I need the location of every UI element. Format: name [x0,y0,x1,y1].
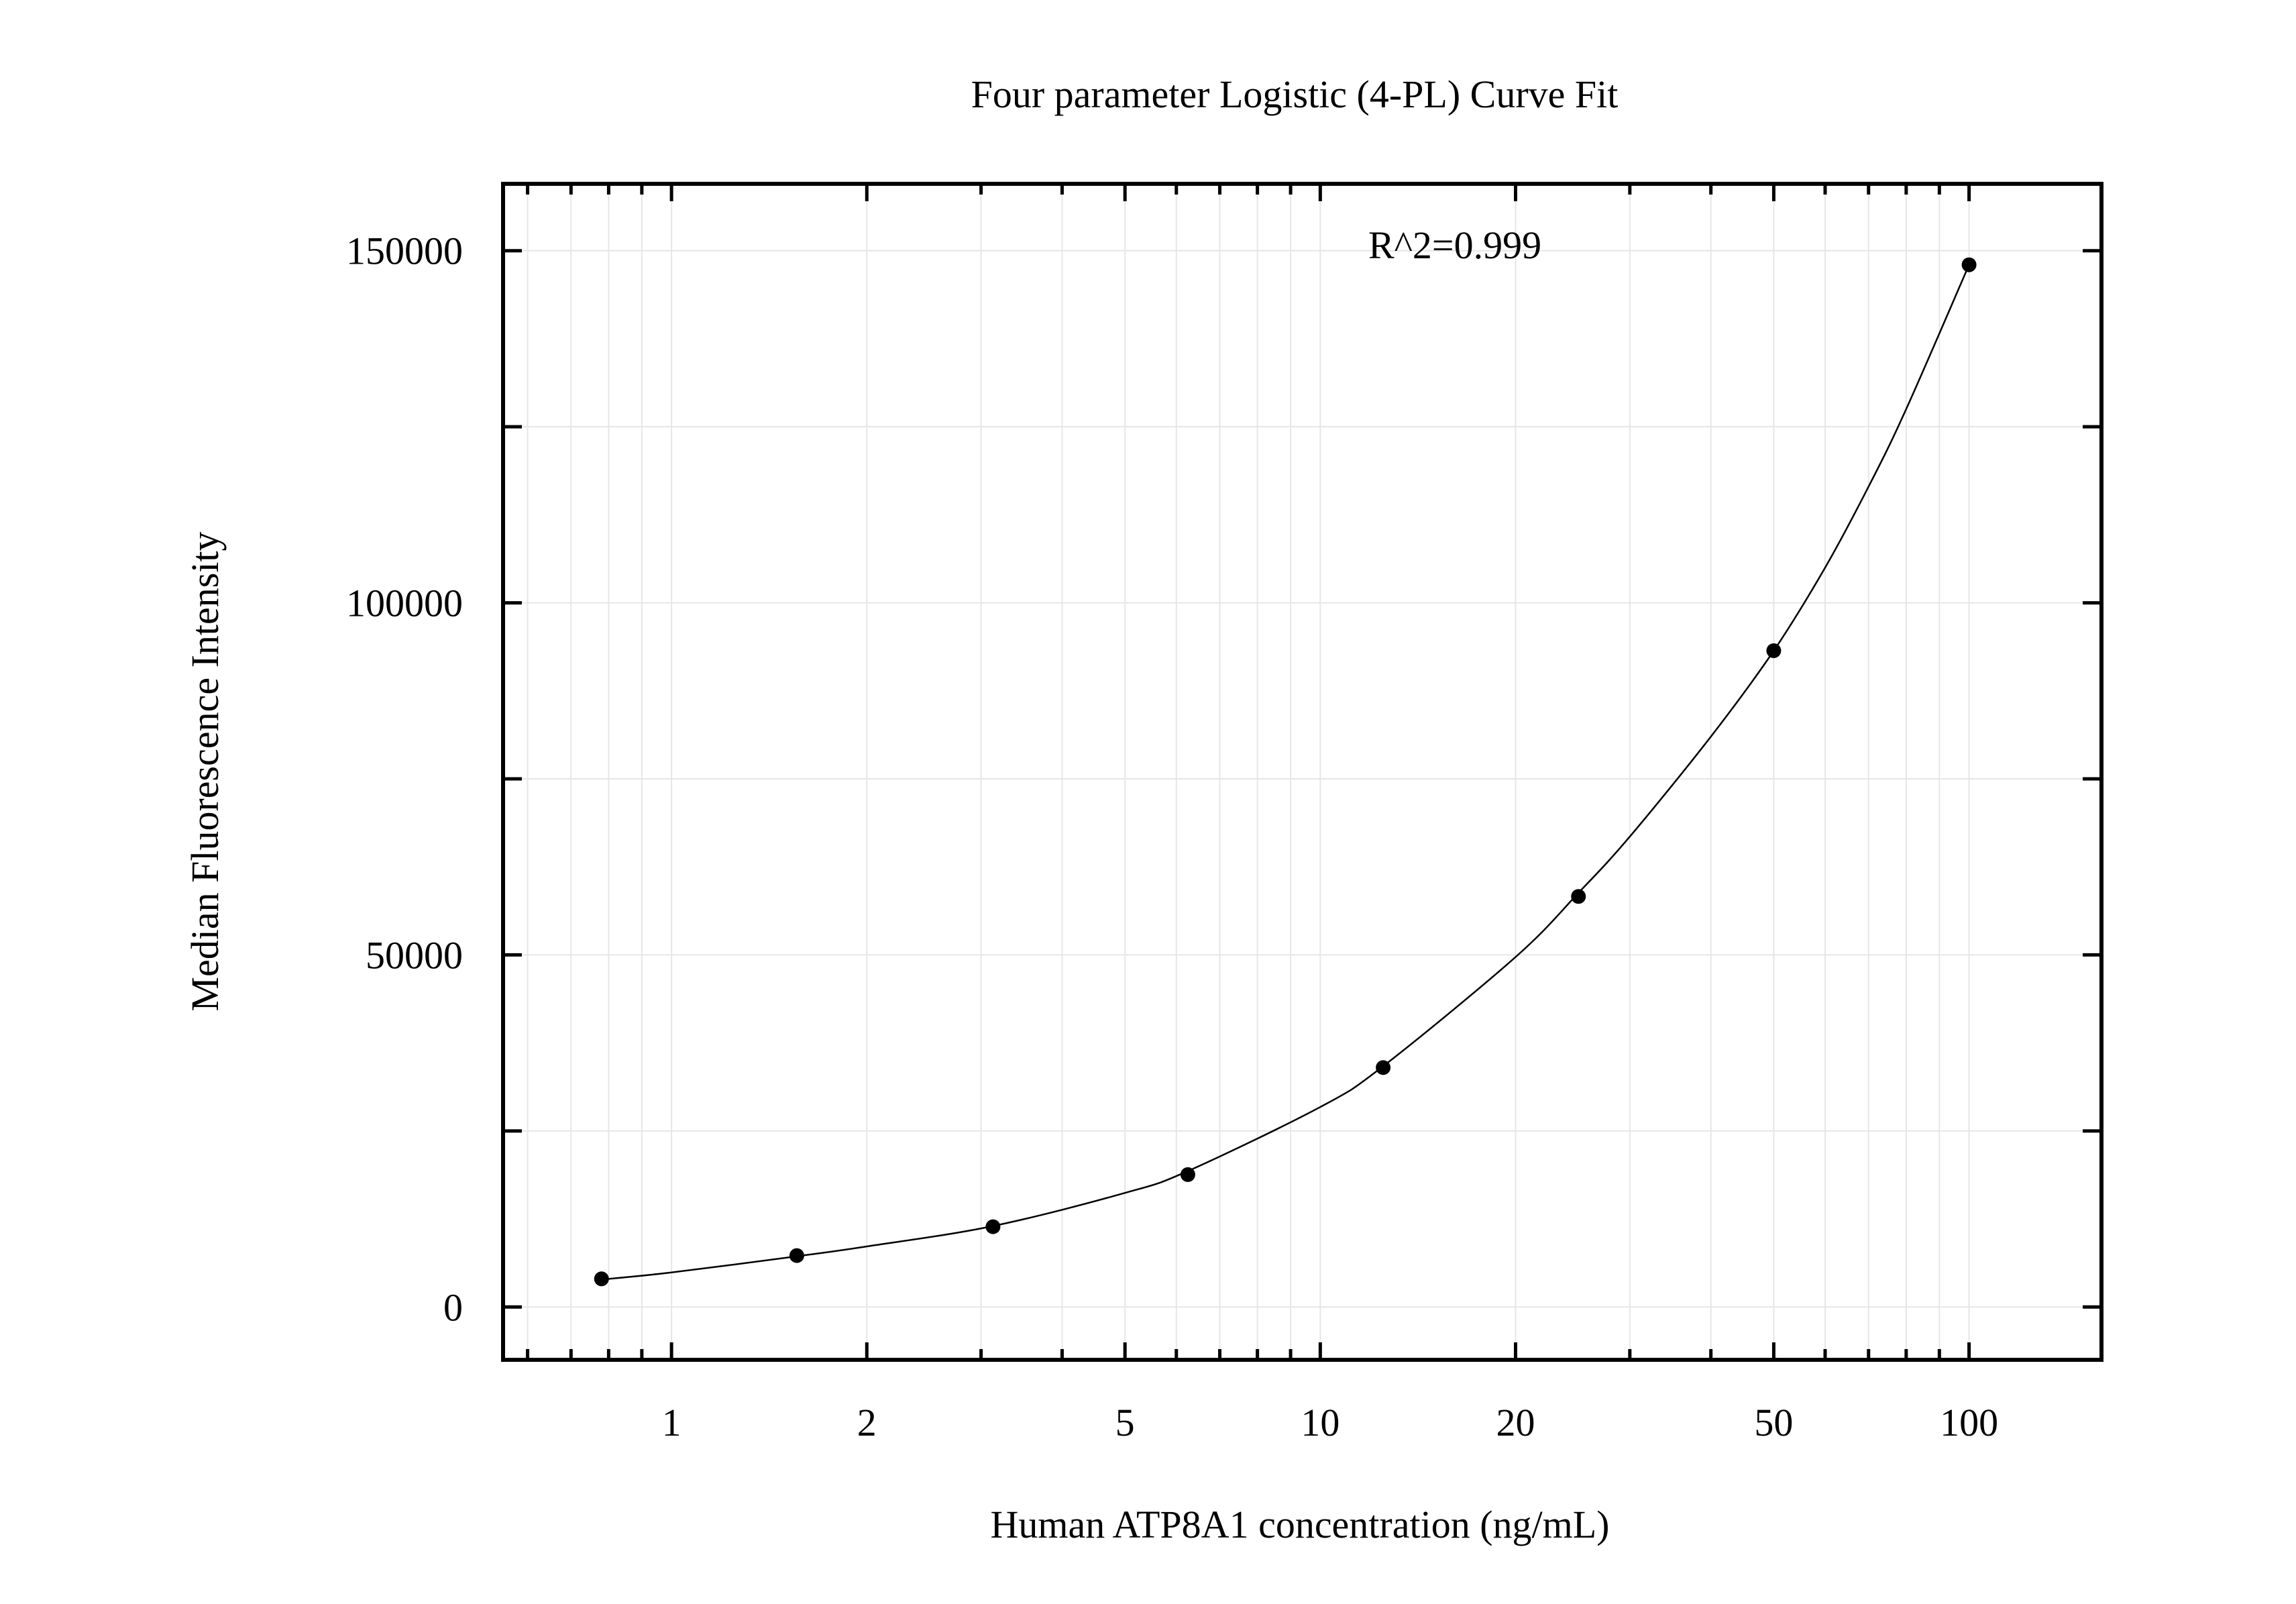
tick-labels: 1 2 5 10 20 50 100 0 50000 100000 150000 [346,229,1998,1444]
fit-curve-line [601,264,1970,1281]
data-point [789,1248,804,1263]
x-axis-label: Human ATP8A1 concentration (ng/mL) [991,1503,1610,1546]
y-tick-label: 0 [443,1285,463,1329]
fit-curve-layer [601,264,1970,1281]
plot-frame [501,182,2103,1362]
x-tick-label: 2 [857,1401,877,1444]
data-point [594,1271,609,1287]
chart-title: Four parameter Logistic (4-PL) Curve Fit [971,72,1619,116]
data-point [1766,643,1782,658]
grid-lines [503,184,2101,1360]
y-tick-label: 50000 [366,933,463,977]
x-tick-label: 5 [1115,1401,1135,1444]
x-tick-label: 10 [1301,1401,1340,1444]
data-point [1961,257,1977,272]
data-points [594,257,1977,1287]
axis-ticks [503,184,2101,1360]
x-tick-label: 50 [1754,1401,1793,1444]
x-tick-label: 20 [1496,1401,1535,1444]
r-squared-annotation: R^2=0.999 [1368,223,1541,267]
y-tick-label: 100000 [346,582,463,625]
data-point [985,1219,1001,1234]
x-tick-label: 1 [662,1401,681,1444]
data-point [1180,1167,1195,1182]
y-axis-label: Median Fluorescence Intensity [183,531,227,1011]
data-point [1571,889,1586,904]
x-tick-label: 100 [1940,1401,1998,1444]
y-tick-label: 150000 [346,229,463,273]
data-point [1376,1060,1391,1075]
